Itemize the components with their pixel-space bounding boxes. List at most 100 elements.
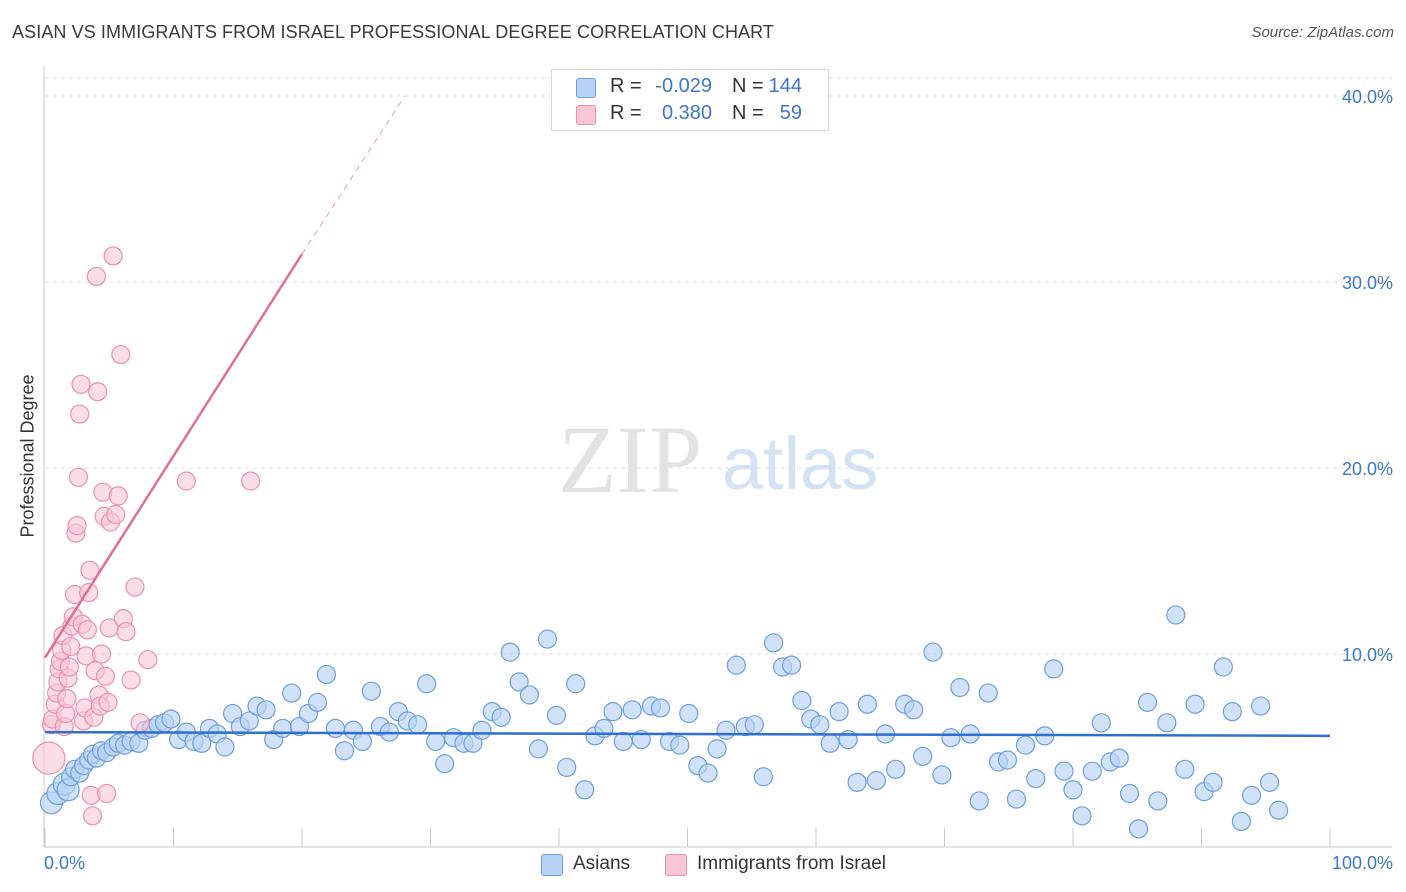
israel-point [57, 689, 77, 709]
legend-swatch-asians [576, 78, 596, 98]
asian-point [273, 718, 293, 739]
asian-point [603, 702, 623, 722]
asian-point [1072, 806, 1092, 826]
legend-r-label: R = [610, 75, 642, 97]
watermark-zip: ZIP [558, 406, 702, 513]
asian-point [1128, 819, 1149, 839]
x-tick-label: 100.0% [1332, 853, 1393, 873]
legend-n-label: N = [732, 75, 764, 97]
asian-point [557, 757, 577, 778]
asian-point [509, 672, 529, 692]
asian-point [192, 733, 212, 753]
asian-point [923, 642, 943, 662]
asian-point [622, 700, 642, 720]
asian-point [997, 750, 1018, 770]
grid-lines [45, 77, 1392, 655]
asian-point [566, 674, 586, 694]
israel-point [91, 644, 112, 664]
israel-point [106, 504, 126, 525]
asian-point [1157, 713, 1177, 733]
asian-point [1260, 772, 1280, 792]
israel-point [103, 246, 123, 266]
asian-point [1091, 713, 1111, 733]
asian-point [519, 685, 540, 705]
asian-point [829, 702, 849, 722]
israel-point [108, 486, 128, 506]
legend-r-value: 0.380 [661, 102, 712, 124]
asian-point [334, 741, 355, 761]
asian-point [289, 716, 310, 737]
asian-point [1268, 800, 1289, 820]
asian-point [417, 674, 437, 694]
asian-point [316, 664, 337, 685]
asian-point [1166, 605, 1186, 625]
asian-point [716, 720, 736, 740]
israel-point [116, 622, 136, 642]
asian-point [1213, 657, 1233, 677]
y-tick-label: 30.0% [1342, 273, 1393, 293]
asian-point [1137, 692, 1158, 712]
asian-point [1148, 791, 1168, 811]
asian-point [1251, 696, 1271, 716]
israel-point [82, 806, 103, 826]
israel-point [32, 741, 66, 775]
asian-point [886, 759, 906, 779]
israel-point [176, 471, 196, 491]
israel-trend-line [43, 253, 304, 659]
asian-point [408, 715, 428, 735]
asian-point [528, 739, 549, 759]
israel-point [86, 266, 107, 287]
legend-n-value: 59 [779, 102, 802, 124]
israel-trend-extension [301, 95, 406, 255]
legend-r-value: -0.029 [655, 75, 712, 97]
tick-labels: 10.0% 20.0% 30.0% 40.0% 0.0% 100.0% [44, 87, 1393, 873]
asian-point [1231, 811, 1251, 832]
israel-point [59, 657, 80, 677]
asian-point [763, 633, 784, 653]
asian-point [537, 629, 558, 649]
israel-point [71, 374, 91, 394]
watermark: ZIP atlas [558, 406, 878, 513]
trend-lines [43, 95, 1331, 738]
asian-point [256, 700, 276, 720]
asian-point [161, 709, 181, 729]
legend-n-label: N = [732, 102, 764, 124]
asian-point [969, 791, 989, 811]
asian-point [866, 770, 886, 791]
asian-point [792, 690, 812, 711]
asian-point [472, 720, 492, 740]
legend-row-israel: R = 0.380 N = 59 [552, 101, 828, 127]
israel-point [61, 636, 81, 657]
x-tick-label: 0.0% [44, 853, 85, 873]
asian-point [500, 642, 520, 662]
asian-point [820, 733, 840, 753]
asian-point [613, 731, 633, 752]
asian-point [698, 763, 718, 783]
asian-point [215, 737, 235, 757]
y-tick-label: 40.0% [1342, 87, 1393, 107]
asian-point [1026, 769, 1046, 789]
series-legend: Asians Immigrants from Israel [0, 850, 1406, 880]
asian-point [1185, 694, 1205, 714]
legend-swatch-israel [665, 854, 687, 876]
israel-point [88, 382, 108, 402]
asians-points [39, 605, 1289, 839]
asian-point [1175, 759, 1195, 779]
israel-point [121, 670, 141, 690]
asian-point [546, 705, 567, 725]
asian-point [950, 677, 970, 698]
israel-point [67, 516, 87, 536]
israel-point [70, 404, 90, 424]
legend-row-asians: R = -0.029 N = 144 [552, 74, 828, 100]
asians-trend-line [44, 730, 1331, 738]
asian-point [1015, 735, 1036, 755]
asian-point [426, 731, 446, 752]
asian-point [352, 731, 372, 752]
asian-point [932, 765, 952, 785]
asian-point [847, 772, 867, 792]
y-tick-label: 20.0% [1342, 459, 1393, 479]
legend-label-asians: Asians [573, 853, 631, 874]
asian-point [325, 718, 346, 739]
asian-point [726, 655, 746, 675]
